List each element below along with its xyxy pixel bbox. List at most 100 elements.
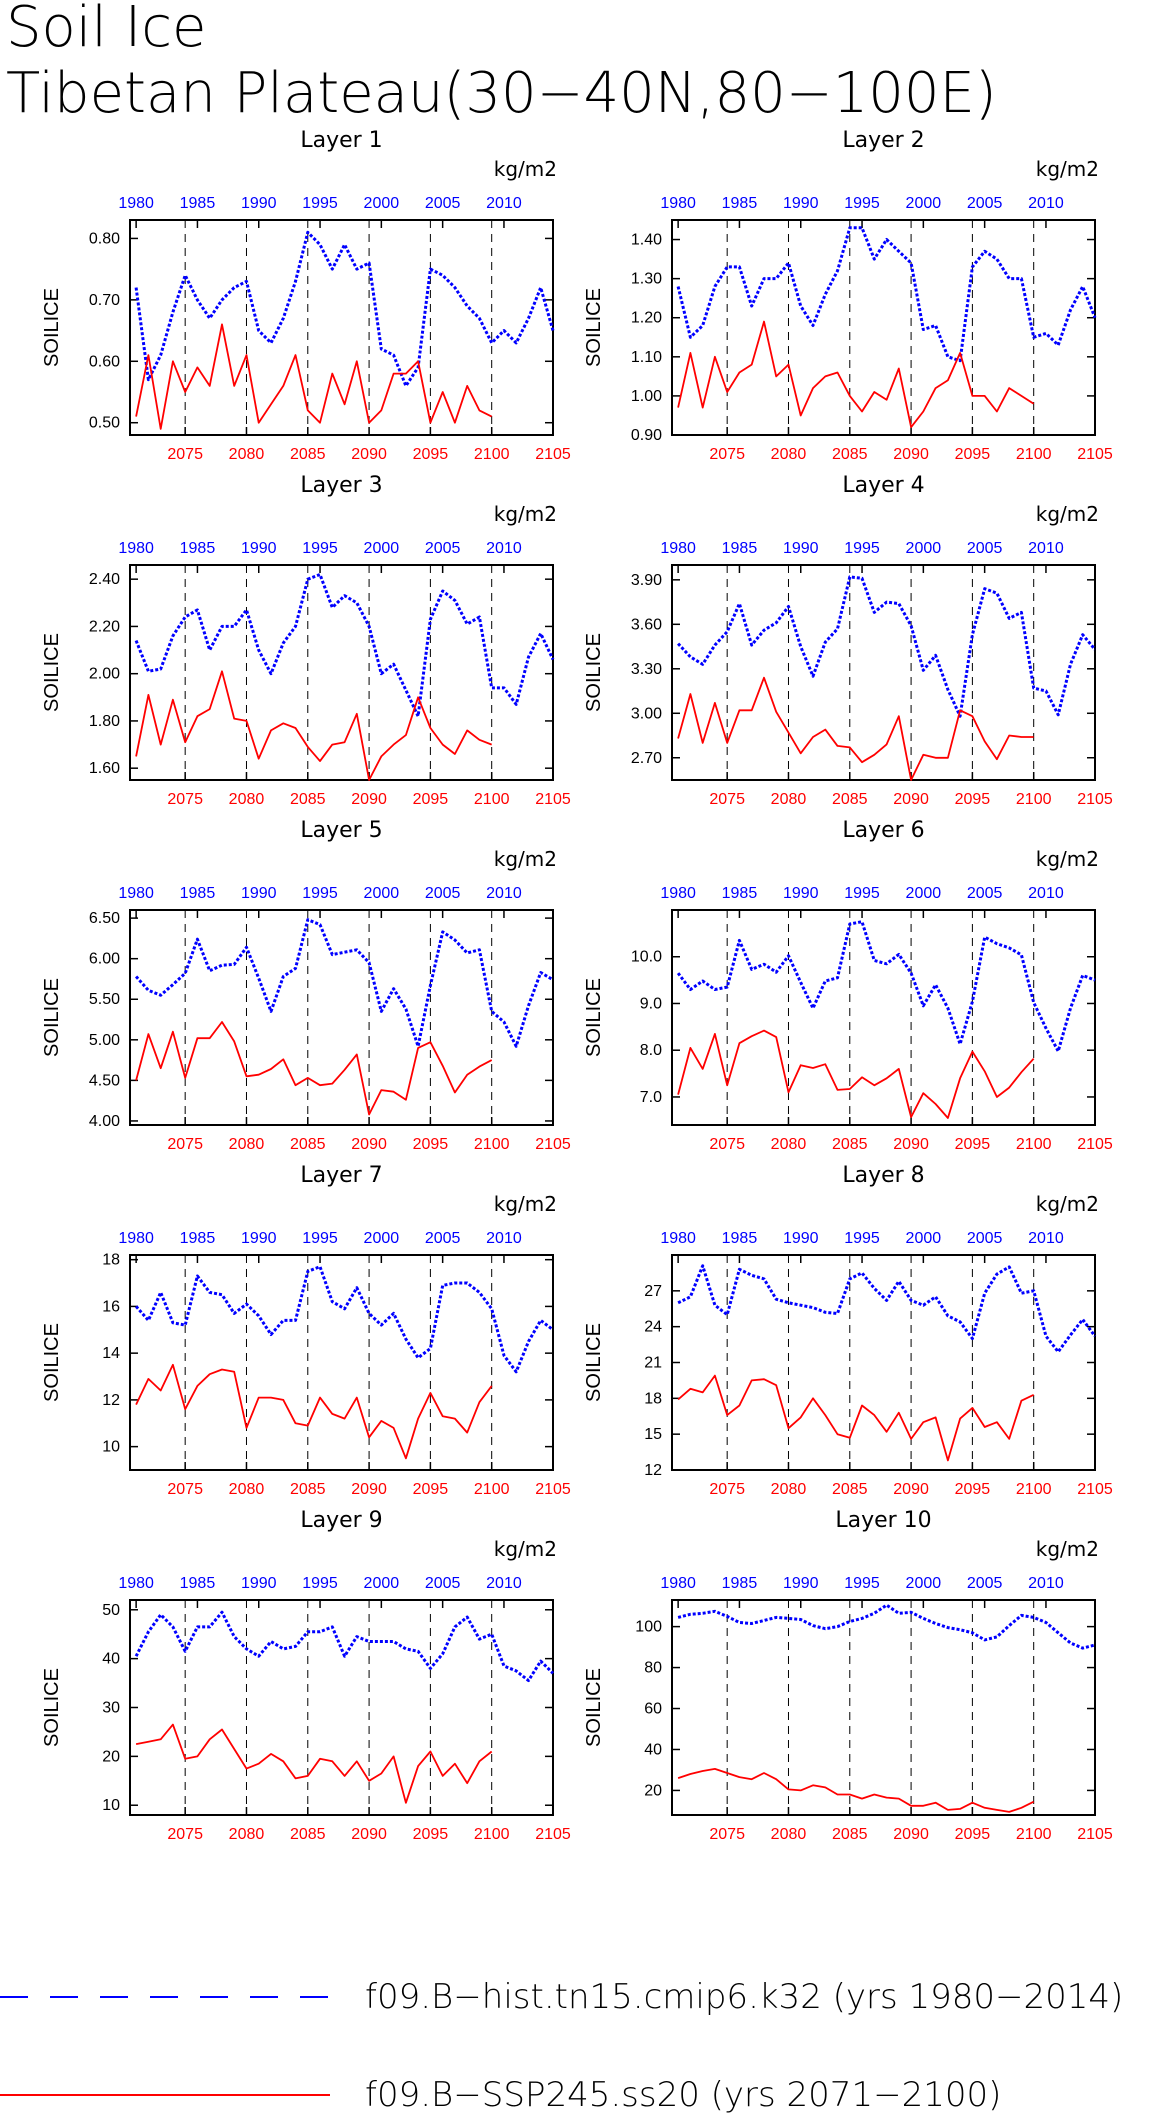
x-bottom-tick-label: 2100 [1016,1826,1052,1843]
x-bottom-tick-label: 2090 [893,1826,929,1843]
series-hist-line [676,575,1097,718]
x-bottom-tick-label: 2075 [709,446,745,463]
x-top-tick-label: 2000 [364,540,400,557]
panel-7: Layer 7 kg/m2 SOILICE 10 12 14 16 18 2075 2080 208… [41,1163,571,1498]
x-bottom-tick-label: 2100 [474,446,510,463]
series-hist-line [134,918,554,1048]
series-future-line [677,1374,1035,1462]
x-top-tick-label: 1995 [302,885,338,902]
panel-title: Layer 7 [300,1163,382,1188]
x-bottom-tick-label: 2100 [1016,791,1052,808]
x-bottom-tick-label: 2085 [832,1826,868,1843]
y-tick-label: 3.60 [631,616,662,633]
panel-title: Layer 10 [835,1508,931,1533]
x-top-tick-label: 2000 [364,1575,400,1592]
y-tick-label: 1.40 [631,232,662,249]
y-tick-label: 0.80 [89,230,120,247]
y-tick-label: 5.00 [89,1032,120,1049]
y-tick-label: 12 [644,1462,662,1479]
y-tick-label: 0.90 [631,427,662,444]
panel-title: Layer 1 [300,128,382,153]
x-bottom-tick-label: 2090 [893,791,929,808]
x-bottom-tick-label: 2090 [351,1481,387,1498]
x-top-tick-label: 1995 [302,540,338,557]
x-top-tick-label: 1990 [241,195,277,212]
x-bottom-tick-label: 2090 [351,1136,387,1153]
x-bottom-tick-label: 2095 [955,791,991,808]
y-tick-label: 6.00 [89,951,120,968]
x-bottom-tick-label: 2080 [229,1136,265,1153]
series-hist-line [134,1610,555,1683]
x-top-tick-label: 2005 [967,885,1003,902]
y-tick-label: 0.60 [89,353,120,370]
plot-frame [129,909,554,1126]
y-tick-label: 80 [644,1660,662,1677]
series-future-line [135,1723,493,1804]
panel-title: Layer 8 [842,1163,924,1188]
x-bottom-tick-label: 2075 [167,791,203,808]
series-future-line [677,1768,1035,1813]
x-top-tick-label: 1985 [722,540,758,557]
series-future-line [135,323,493,430]
panel-8: Layer 8 kg/m2 SOILICE 12 15 18 21 24 27 2075 2080 2… [583,1163,1113,1498]
series-hist-line [677,1603,1096,1650]
y-tick-label: 2.70 [631,750,662,767]
x-top-tick-label: 1990 [241,540,277,557]
series-future-line [135,1363,493,1460]
x-top-tick-label: 1985 [180,1575,216,1592]
panel-5: Layer 5 kg/m2 SOILICE 4.00 4.50 5.00 5.50 6.00 6… [41,818,571,1153]
x-top-tick-label: 1990 [241,885,277,902]
unit-label: kg/m2 [494,847,557,871]
x-top-tick-label: 2000 [906,885,942,902]
x-top-tick-label: 2000 [906,540,942,557]
y-axis-label: SOILICE [583,288,605,367]
legend: f09.B−hist.tn15.cmip6.k32 (yrs 1980−2014… [0,1977,1123,2115]
x-top-tick-label: 1980 [660,540,696,557]
legend-hist-label: f09.B−hist.tn15.cmip6.k32 (yrs 1980−2014… [365,1977,1123,2017]
y-tick-label: 6.50 [89,910,120,927]
plot-frame [671,1599,1096,1816]
y-tick-label: 12 [102,1392,120,1409]
y-axis-label: SOILICE [583,1323,605,1402]
panel-title: Layer 3 [300,473,382,498]
x-top-tick-label: 1980 [660,885,696,902]
x-top-tick-label: 2000 [906,1575,942,1592]
x-bottom-tick-label: 2095 [413,1481,449,1498]
series-hist-line [676,920,1096,1053]
x-bottom-tick-label: 2090 [351,446,387,463]
x-bottom-tick-label: 2075 [709,791,745,808]
y-axis-label: SOILICE [41,978,63,1057]
x-bottom-tick-label: 2085 [290,791,326,808]
x-bottom-tick-label: 2095 [955,1481,991,1498]
y-tick-label: 21 [644,1355,662,1372]
y-tick-label: 40 [102,1651,120,1668]
series-future-line [677,320,1035,429]
x-bottom-tick-label: 2075 [709,1481,745,1498]
x-top-tick-label: 1980 [660,195,696,212]
main-title-line-2: Tibetan Plateau(30−40N,80−100E) [6,61,997,126]
x-top-tick-label: 2005 [425,540,461,557]
plot-frame [129,1599,554,1816]
y-axis-label: SOILICE [583,978,605,1057]
y-tick-label: 2.20 [89,618,120,635]
panel-4: Layer 4 kg/m2 SOILICE 2.70 3.00 3.30 3.60 3.90 2… [583,473,1113,808]
panel-title: Layer 9 [300,1508,382,1533]
y-tick-label: 100 [635,1619,662,1636]
x-bottom-tick-label: 2095 [413,791,449,808]
x-top-tick-label: 1995 [844,540,880,557]
y-axis-label: SOILICE [41,1323,63,1402]
panel-title: Layer 6 [842,818,924,843]
series-hist-line [134,573,555,718]
x-bottom-tick-label: 2095 [413,1136,449,1153]
series-future-line [677,1029,1035,1119]
x-top-tick-label: 1980 [660,1575,696,1592]
x-bottom-tick-label: 2105 [1077,1481,1113,1498]
x-top-tick-label: 2010 [1028,540,1064,557]
y-tick-label: 0.50 [89,415,120,432]
y-tick-label: 2.00 [89,666,120,683]
x-bottom-tick-label: 2090 [351,1826,387,1843]
y-tick-label: 20 [644,1782,662,1799]
x-top-tick-label: 2005 [967,1230,1003,1247]
panel-title: Layer 5 [300,818,382,843]
x-top-tick-label: 1985 [180,885,216,902]
